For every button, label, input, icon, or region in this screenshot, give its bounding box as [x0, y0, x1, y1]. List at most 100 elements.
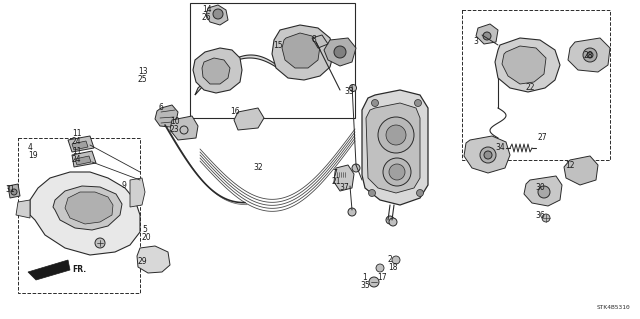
Circle shape — [349, 85, 356, 92]
Text: 32: 32 — [253, 164, 263, 173]
Text: 34: 34 — [495, 144, 505, 152]
Polygon shape — [312, 35, 328, 48]
Circle shape — [484, 151, 492, 159]
Circle shape — [415, 100, 422, 107]
Polygon shape — [524, 176, 562, 206]
Polygon shape — [564, 156, 598, 185]
Text: 28: 28 — [583, 50, 593, 60]
Text: 31: 31 — [5, 186, 15, 195]
Polygon shape — [362, 90, 428, 205]
Text: 35: 35 — [360, 281, 370, 291]
Circle shape — [386, 216, 394, 224]
Text: 11: 11 — [72, 147, 81, 157]
Polygon shape — [206, 5, 228, 25]
Polygon shape — [502, 46, 546, 84]
Text: 2: 2 — [388, 256, 393, 264]
Text: 4: 4 — [28, 144, 33, 152]
Circle shape — [213, 9, 223, 19]
Text: STK4B5310: STK4B5310 — [596, 305, 630, 310]
Text: 37: 37 — [339, 183, 349, 192]
Text: 29: 29 — [137, 257, 147, 266]
Text: 16: 16 — [230, 108, 240, 116]
Circle shape — [11, 189, 17, 195]
Text: 26: 26 — [202, 13, 212, 23]
Circle shape — [587, 52, 593, 58]
Text: 24: 24 — [72, 137, 82, 145]
Polygon shape — [68, 136, 94, 152]
Polygon shape — [130, 178, 145, 207]
Text: 21: 21 — [332, 176, 342, 186]
Text: 11: 11 — [72, 129, 81, 137]
Polygon shape — [476, 24, 498, 44]
Circle shape — [378, 117, 414, 153]
Circle shape — [417, 189, 424, 197]
Text: 27: 27 — [537, 133, 547, 143]
Text: 36: 36 — [535, 211, 545, 219]
Circle shape — [583, 48, 597, 62]
Polygon shape — [193, 48, 242, 93]
Text: 22: 22 — [525, 84, 535, 93]
Text: 19: 19 — [28, 152, 38, 160]
Polygon shape — [272, 25, 334, 80]
Text: 12: 12 — [565, 160, 575, 169]
Polygon shape — [53, 186, 122, 230]
Circle shape — [483, 32, 491, 40]
Circle shape — [95, 238, 105, 248]
Bar — [18, 138, 140, 293]
Text: 18: 18 — [388, 263, 397, 272]
Bar — [462, 10, 610, 160]
Circle shape — [352, 164, 360, 172]
Text: 5: 5 — [142, 226, 147, 234]
Circle shape — [386, 125, 406, 145]
Text: 25: 25 — [138, 76, 148, 85]
Text: 10: 10 — [170, 117, 180, 127]
Circle shape — [369, 189, 376, 197]
Polygon shape — [75, 156, 91, 165]
Text: 15: 15 — [273, 41, 283, 49]
Circle shape — [538, 186, 550, 198]
Text: 33: 33 — [344, 87, 354, 97]
Polygon shape — [234, 108, 264, 130]
Circle shape — [348, 208, 356, 216]
Circle shape — [376, 264, 384, 272]
Polygon shape — [72, 151, 96, 167]
Polygon shape — [65, 192, 113, 224]
Polygon shape — [282, 33, 320, 68]
Circle shape — [334, 46, 346, 58]
Text: 7: 7 — [332, 168, 337, 177]
Text: 8: 8 — [312, 35, 316, 44]
Polygon shape — [202, 58, 230, 84]
Circle shape — [392, 256, 400, 264]
Polygon shape — [568, 38, 610, 72]
Text: 3: 3 — [474, 38, 479, 47]
Polygon shape — [137, 246, 170, 273]
Circle shape — [542, 214, 550, 222]
Text: 14: 14 — [202, 5, 212, 14]
Circle shape — [389, 218, 397, 226]
Text: 9: 9 — [122, 181, 127, 189]
Text: 6: 6 — [159, 103, 163, 113]
Circle shape — [389, 164, 405, 180]
Text: 30: 30 — [535, 183, 545, 192]
Polygon shape — [8, 184, 20, 198]
Text: 17: 17 — [377, 273, 387, 283]
Polygon shape — [324, 38, 356, 66]
Text: 24: 24 — [72, 155, 82, 165]
Circle shape — [480, 147, 496, 163]
Polygon shape — [334, 165, 354, 191]
Polygon shape — [30, 172, 140, 255]
Polygon shape — [72, 141, 88, 150]
Polygon shape — [195, 55, 290, 95]
Polygon shape — [155, 105, 178, 127]
Polygon shape — [495, 38, 560, 92]
Text: 20: 20 — [142, 234, 152, 242]
Text: FR.: FR. — [72, 264, 86, 273]
Polygon shape — [16, 200, 30, 218]
Text: 13: 13 — [138, 68, 148, 77]
Polygon shape — [366, 103, 420, 193]
Text: 23: 23 — [170, 125, 180, 135]
Circle shape — [369, 277, 379, 287]
Text: 1: 1 — [363, 273, 367, 283]
Circle shape — [371, 100, 378, 107]
Polygon shape — [28, 260, 70, 280]
